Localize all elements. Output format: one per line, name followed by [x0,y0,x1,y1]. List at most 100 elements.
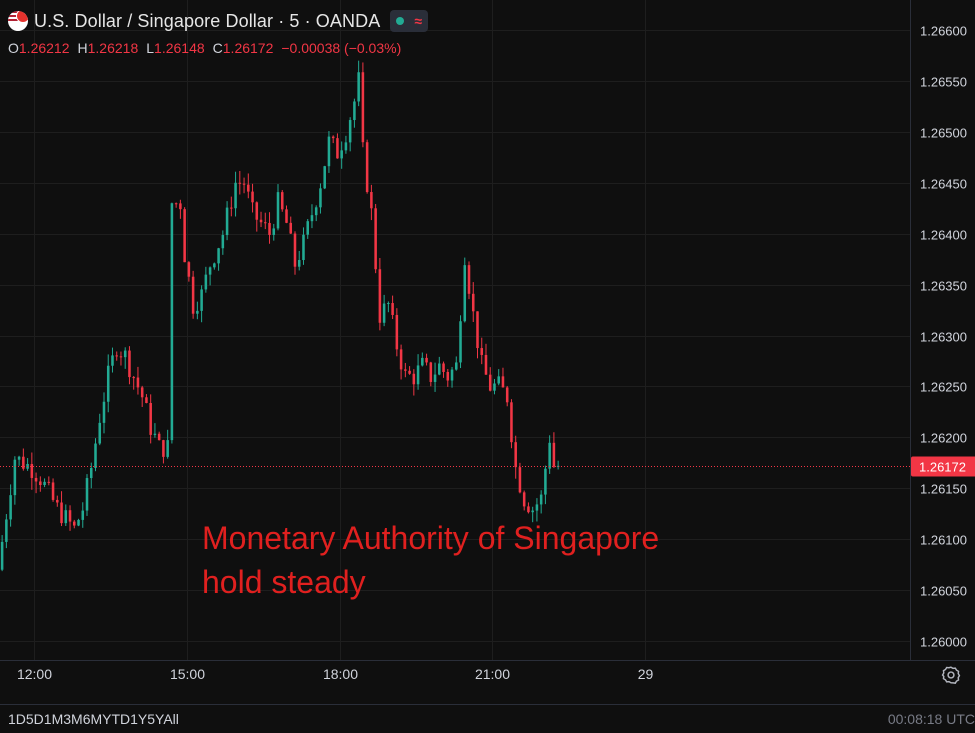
candle-body [344,142,348,151]
candle-body [293,233,297,267]
annotation-line-2: hold steady [202,564,366,600]
candle-body [106,365,110,402]
candle-body [81,510,85,520]
high-label: H [77,40,88,56]
candle-body [348,120,352,143]
candle-body [123,350,127,358]
candle-body [60,502,63,524]
candle-body [391,303,394,315]
candle-body [234,182,237,209]
flag-icon [8,11,28,31]
candle-body [306,221,309,235]
candle-body [119,356,123,358]
x-tick-label: 15:00 [170,666,205,682]
candle-body [370,192,373,209]
candle-body [276,192,280,229]
candle-body [280,192,284,210]
candle-body [213,263,216,268]
candle-body [200,289,203,311]
candle-body [314,207,318,216]
chart-annotation[interactable]: Monetary Authority of Singapore hold ste… [202,516,659,604]
candle-body [39,481,42,486]
candle-body [476,311,479,349]
candle-body [527,506,530,513]
candle-body [264,222,267,224]
candle-body [552,442,556,467]
candle-body [174,203,178,205]
candle-body [514,442,517,468]
candle-body [297,260,301,267]
candle-body [505,387,509,403]
candle-body [268,222,271,235]
candle-body [387,303,390,305]
candle-body [221,235,225,249]
candle-body [225,207,229,236]
candle-body [204,274,208,290]
wave-icon: ≈ [414,13,423,29]
y-tick-label: 1.26350 [920,279,967,294]
candle-body [166,440,169,457]
candle-body [128,350,131,378]
ohlc-legend: O1.26212 H1.26218 L1.26148 C1.26172 −0.0… [8,40,401,56]
candle-body [157,433,161,441]
candle-body [399,349,403,370]
candle-body [408,370,411,374]
candle-body [85,478,89,511]
candle-body [68,510,72,522]
candle-body [450,369,454,381]
candle-body [404,369,407,371]
high-value: 1.26218 [87,40,139,56]
candle-body [548,442,551,469]
candle-body [531,510,534,513]
candle-body [442,363,445,372]
candle-body [365,142,369,193]
candle-body [412,373,416,385]
candle-body [230,207,233,209]
candle-body [522,492,526,507]
candle-body [102,401,106,423]
x-tick-label: 12:00 [17,666,52,682]
range-selector[interactable]: 1D5D1M3M6MYTD1Y5YAll [8,711,179,727]
candle-body [187,262,191,277]
x-tick-label: 18:00 [323,666,358,682]
y-tick-label: 1.26250 [920,380,967,395]
candle-body [480,348,484,355]
candle-body [484,354,488,375]
candle-body [488,374,492,391]
symbol-title[interactable]: U.S. Dollar / Singapore Dollar · 5 · OAN… [34,10,381,31]
close-label: C [212,40,223,56]
candle-body [30,463,34,478]
candle-body [323,166,326,189]
candle-body [544,468,547,495]
annotation-line-1: Monetary Authority of Singapore [202,520,660,556]
y-tick-label: 1.26500 [920,126,967,141]
candle-body [446,371,450,381]
utc-clock[interactable]: 00:08:18 UTC [887,711,975,727]
open-label: O [8,40,19,56]
candle-body [395,314,399,350]
candle-body [73,521,76,526]
candle-body [34,477,38,482]
candle-body [382,303,386,323]
candle-body [471,293,475,312]
candle-body [289,222,293,234]
candle-body [421,357,424,366]
candle-body [497,376,500,384]
market-status-badge[interactable]: ≈ [390,10,429,32]
candle-body [416,365,420,385]
candle-body [56,499,59,503]
current-price-label: 1.26172 [919,460,966,475]
candle-body [319,188,322,208]
settings-gear-icon[interactable] [940,664,962,686]
y-tick-label: 1.26000 [920,635,967,650]
y-tick-label: 1.26050 [920,584,967,599]
grid-layer [0,0,910,660]
y-tick-label: 1.26400 [920,228,967,243]
candle-body [463,265,467,322]
candle-body [493,383,496,391]
candle-body [77,519,80,526]
candle-body [145,397,148,403]
candle-body [51,482,55,500]
